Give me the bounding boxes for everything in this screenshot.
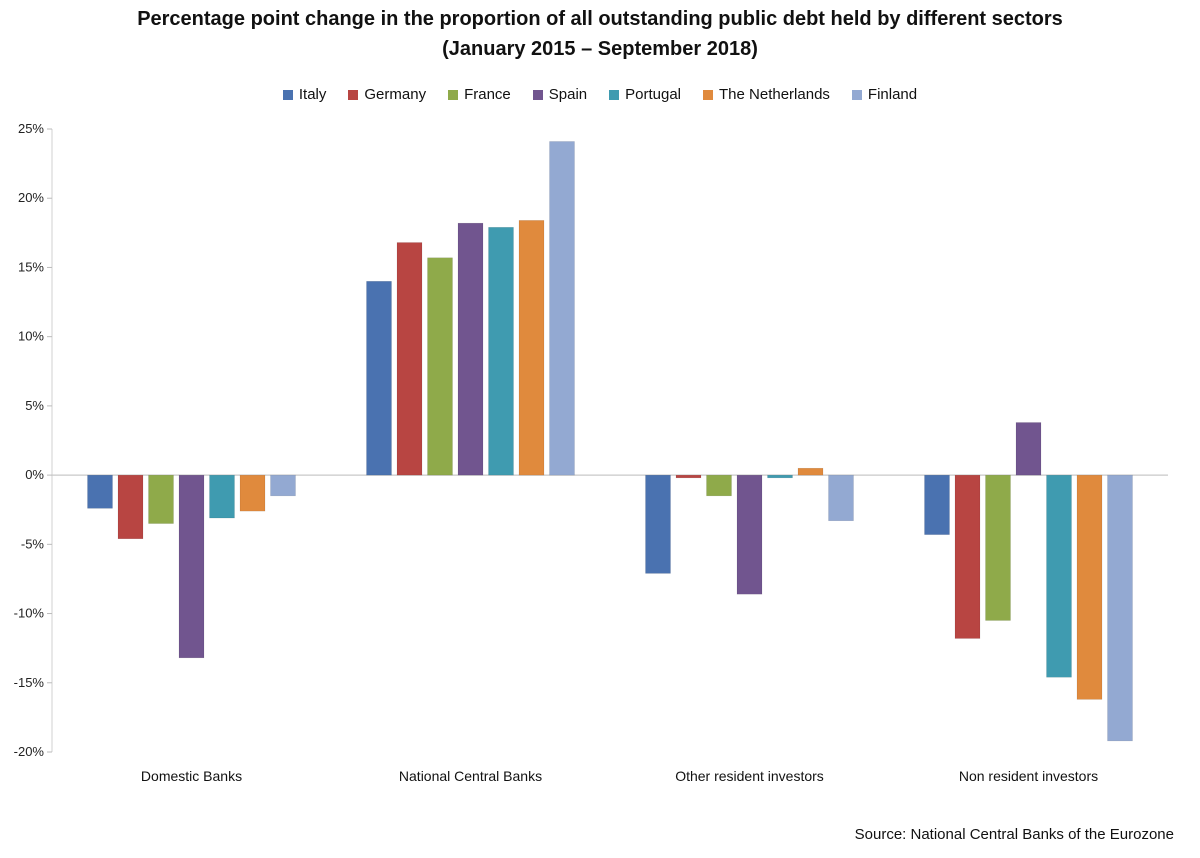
legend-item-spain: Spain: [532, 86, 588, 103]
legend-label: Finland: [867, 86, 918, 103]
category-label: Domestic Banks: [141, 768, 242, 784]
legend: Italy Germany France Spain Portugal The Nethe…: [0, 86, 1200, 103]
bar-germany-non-resident-investors: [954, 474, 981, 639]
legend-swatch: [532, 89, 543, 100]
bar-finland-domestic-banks: [270, 474, 296, 497]
y-tick-label: -5%: [21, 536, 45, 551]
legend-item-germany: Germany: [348, 86, 426, 103]
legend-swatch: [448, 89, 459, 100]
bar-the-netherlands-other-resident-investors: [797, 467, 824, 476]
category-label: National Central Banks: [399, 768, 542, 784]
legend-label: The Netherlands: [719, 86, 830, 103]
chart-subtitle: (January 2015 – September 2018): [442, 38, 758, 60]
y-tick-label: -20%: [14, 744, 45, 759]
bar-france-domestic-banks: [148, 474, 174, 524]
bar-spain-other-resident-investors: [736, 474, 763, 595]
legend-label: Germany: [364, 86, 427, 103]
bar-italy-other-resident-investors: [645, 474, 671, 574]
bar-germany-domestic-banks: [117, 474, 144, 540]
bar-germany-national-central-banks: [396, 242, 423, 476]
bar-italy-non-resident-investors: [924, 474, 950, 535]
legend-item-france: France: [448, 86, 511, 103]
legend-item-finland: Finland: [851, 86, 918, 103]
legend-item-the-netherlands: The Netherlands: [703, 86, 830, 103]
bar-france-other-resident-investors: [706, 474, 732, 497]
bar-the-netherlands-national-central-banks: [518, 220, 545, 476]
legend-swatch: [282, 89, 293, 100]
bar-italy-domestic-banks: [87, 474, 113, 509]
bar-the-netherlands-non-resident-investors: [1076, 474, 1103, 700]
bar-germany-other-resident-investors: [675, 474, 702, 479]
y-tick-label: 10%: [18, 329, 44, 344]
bar-spain-domestic-banks: [178, 474, 205, 659]
category-label: Other resident investors: [675, 768, 824, 784]
bar-portugal-domestic-banks: [209, 474, 235, 519]
chart-title: Percentage point change in the proportio…: [0, 4, 1200, 64]
legend-label: France: [464, 86, 511, 103]
bar-finland-other-resident-investors: [828, 474, 854, 522]
y-tick-label: 25%: [18, 121, 44, 136]
legend-label: Italy: [298, 86, 327, 103]
bar-the-netherlands-domestic-banks: [239, 474, 266, 512]
bar-italy-national-central-banks: [366, 281, 392, 476]
y-tick-label: -15%: [14, 675, 45, 690]
legend-swatch: [703, 89, 714, 100]
y-tick-label: 5%: [25, 398, 44, 413]
y-tick-label: 20%: [18, 190, 44, 205]
y-tick-label: -10%: [14, 606, 45, 621]
legend-item-italy: Italy: [282, 86, 327, 103]
bar-spain-non-resident-investors: [1015, 422, 1042, 476]
bar-france-non-resident-investors: [985, 474, 1011, 621]
bar-portugal-other-resident-investors: [767, 474, 793, 479]
legend-swatch: [609, 89, 620, 100]
category-label: Non resident investors: [959, 768, 1098, 784]
legend-item-portugal: Portugal: [609, 86, 681, 103]
bar-portugal-non-resident-investors: [1046, 474, 1072, 678]
bar-chart: 25% 20% 15% 10% 5% 0% -5% -10% -15% -20% Domestic …: [14, 121, 1168, 784]
bar-finland-non-resident-investors: [1107, 474, 1133, 742]
legend-swatch: [851, 89, 862, 100]
bar-france-national-central-banks: [427, 257, 453, 476]
y-tick-label: 0%: [25, 467, 44, 482]
y-tick-label: 15%: [18, 259, 44, 274]
legend-swatch: [348, 89, 359, 100]
bar-finland-national-central-banks: [549, 141, 575, 476]
legend-label: Spain: [548, 86, 588, 103]
bar-spain-national-central-banks: [457, 222, 484, 476]
legend-label: Portugal: [625, 86, 682, 103]
source-note: Source: National Central Banks of the Eu…: [854, 826, 1174, 843]
chart-title-main: Percentage point change in the proportio…: [137, 8, 1063, 30]
bar-portugal-national-central-banks: [488, 227, 514, 476]
